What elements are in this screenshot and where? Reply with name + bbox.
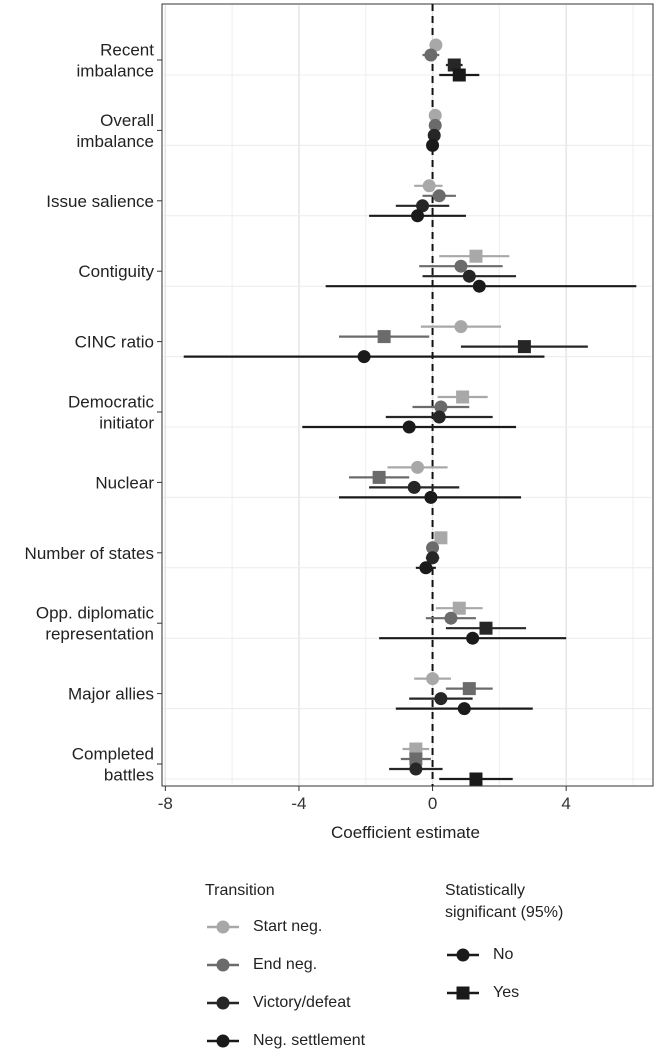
- y-label-opp-diplomatic-representation-line1: Opp. diplomatic: [36, 604, 155, 623]
- point-issue-salience-start-neg: [422, 179, 436, 193]
- point-cinc-ratio-start-neg: [454, 320, 468, 334]
- point-nuclear-start-neg: [411, 460, 425, 474]
- point-overall-imbalance-neg-settlement: [426, 138, 440, 152]
- y-label-issue-salience-line1: Issue salience: [46, 192, 154, 211]
- legend-item-neg-settlement: Neg. settlement: [205, 1022, 365, 1060]
- legend-label-start-neg: Start neg.: [253, 918, 323, 935]
- point-completed-battles-end-neg: [409, 752, 423, 766]
- point-democratic-initiator-end-neg: [434, 400, 448, 414]
- transition-legend: Transition Start neg. End neg. Victory/d…: [205, 880, 365, 1060]
- y-label-democratic-initiator-line1: Democratic: [68, 393, 154, 412]
- point-overall-imbalance-end-neg: [428, 118, 442, 132]
- point-major-allies-neg-settlement: [457, 702, 471, 716]
- point-cinc-ratio-victory-defeat: [517, 340, 531, 354]
- point-major-allies-victory-defeat: [434, 692, 448, 706]
- legend-item-not-significant: No: [445, 936, 563, 974]
- significance-legend-title: Statistically significant (95%): [445, 880, 563, 924]
- y-label-nuclear-line1: Nuclear: [95, 473, 154, 492]
- point-issue-salience-neg-settlement: [411, 209, 425, 223]
- legend-label-end-neg: End neg.: [253, 956, 318, 973]
- point-number-of-states-victory-defeat: [426, 551, 440, 565]
- legend-key-neg-settlement: [207, 1034, 239, 1048]
- coefficient-chart: Recent imbalance Overall imbalance Issue sal…: [25, 3, 654, 842]
- legend-key-start-neg: [207, 920, 239, 934]
- point-recent-imbalance-start-neg: [429, 38, 443, 52]
- point-nuclear-victory-defeat: [407, 480, 421, 494]
- significance-title-line2: significant (95%): [445, 904, 564, 921]
- x-tick-label-4: 4: [561, 794, 570, 813]
- legend-key-square: [447, 986, 479, 1000]
- point-overall-imbalance-start-neg: [428, 108, 442, 122]
- significance-title-line1: Statistically: [445, 882, 526, 899]
- point-recent-imbalance-victory-defeat: [447, 58, 461, 72]
- legend-label-yes: Yes: [493, 984, 520, 1001]
- point-cinc-ratio-end-neg: [377, 330, 391, 344]
- y-label-recent-imbalance-line2: imbalance: [77, 62, 155, 81]
- point-democratic-initiator-neg-settlement: [402, 420, 416, 434]
- plot-panel: [161, 3, 654, 787]
- legend-item-start-neg: Start neg.: [205, 908, 365, 946]
- point-issue-salience-victory-defeat: [416, 199, 430, 213]
- y-label-completed-battles-line2: battles: [104, 766, 154, 785]
- legend-label-victory-defeat: Victory/defeat: [253, 994, 351, 1011]
- significance-legend: Statistically significant (95%) No Yes: [445, 880, 563, 1012]
- point-number-of-states-start-neg: [434, 531, 448, 545]
- point-democratic-initiator-victory-defeat: [432, 410, 446, 424]
- y-label-overall-imbalance-line2: imbalance: [77, 132, 155, 151]
- y-label-recent-imbalance-line1: Recent: [100, 41, 154, 60]
- legend-label-neg-settlement: Neg. settlement: [253, 1032, 366, 1049]
- point-completed-battles-start-neg: [409, 742, 423, 756]
- y-label-major-allies-line1: Major allies: [68, 685, 154, 704]
- point-cinc-ratio-neg-settlement: [357, 350, 371, 364]
- legend-key-victory-defeat: [207, 996, 239, 1010]
- x-tick-label-4: -4: [291, 794, 306, 813]
- point-overall-imbalance-victory-defeat: [427, 128, 441, 142]
- point-recent-imbalance-neg-settlement: [452, 68, 466, 82]
- y-label-democratic-initiator-line2: initiator: [99, 414, 154, 433]
- point-contiguity-victory-defeat: [462, 269, 476, 283]
- legend-item-end-neg: End neg.: [205, 946, 365, 984]
- point-nuclear-neg-settlement: [424, 490, 438, 504]
- point-opp-diplomatic-representation-victory-defeat: [479, 621, 493, 635]
- y-label-completed-battles-line1: Completed: [72, 745, 154, 764]
- point-major-allies-start-neg: [426, 672, 440, 686]
- y-label-overall-imbalance-line1: Overall: [100, 111, 154, 130]
- legend-label-no: No: [493, 946, 514, 963]
- legend-key-circle: [447, 948, 479, 962]
- point-contiguity-neg-settlement: [472, 279, 486, 293]
- y-label-contiguity-line1: Contiguity: [78, 262, 154, 281]
- point-completed-battles-victory-defeat: [409, 762, 423, 776]
- x-axis-title: Coefficient estimate: [331, 823, 480, 842]
- y-label-number-of-states-line1: Number of states: [25, 544, 154, 563]
- legend-item-victory-defeat: Victory/defeat: [205, 984, 365, 1022]
- point-nuclear-end-neg: [372, 470, 386, 484]
- point-contiguity-end-neg: [454, 259, 468, 273]
- legend-item-significant: Yes: [445, 974, 563, 1012]
- point-opp-diplomatic-representation-neg-settlement: [466, 631, 480, 645]
- point-democratic-initiator-start-neg: [456, 390, 470, 404]
- x-tick-label-0: 0: [428, 794, 437, 813]
- transition-legend-title: Transition: [205, 882, 275, 899]
- y-label-cinc-ratio-line1: CINC ratio: [75, 333, 154, 352]
- point-completed-battles-neg-settlement: [469, 772, 483, 786]
- point-issue-salience-end-neg: [432, 189, 446, 203]
- x-tick-label-8: -8: [158, 794, 173, 813]
- point-major-allies-end-neg: [462, 682, 476, 696]
- point-number-of-states-neg-settlement: [419, 561, 433, 575]
- y-label-opp-diplomatic-representation-line2: representation: [45, 625, 154, 644]
- point-recent-imbalance-end-neg: [424, 48, 438, 62]
- point-number-of-states-end-neg: [426, 541, 440, 555]
- point-opp-diplomatic-representation-start-neg: [452, 601, 466, 615]
- point-opp-diplomatic-representation-end-neg: [444, 611, 458, 625]
- legend-key-end-neg: [207, 958, 239, 972]
- point-contiguity-start-neg: [469, 249, 483, 263]
